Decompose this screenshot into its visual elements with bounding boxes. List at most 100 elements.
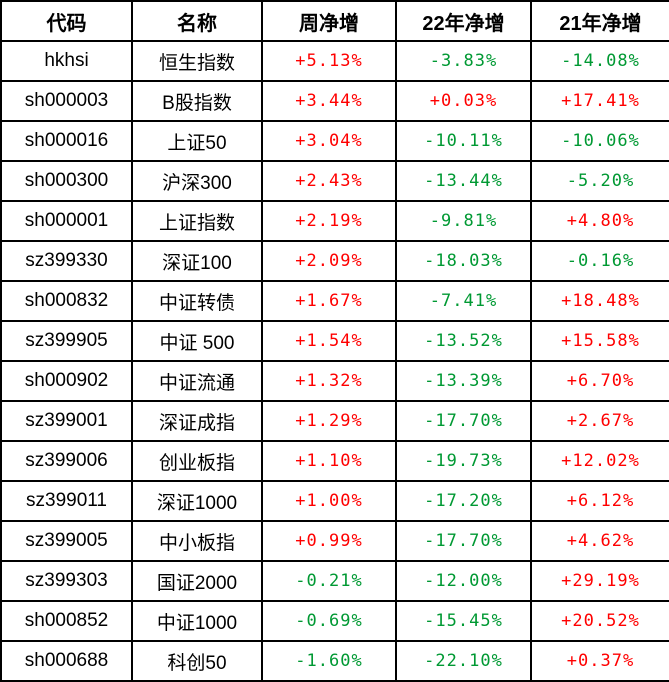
value-cell: +4.80%: [530, 200, 669, 242]
value-cell: +0.99%: [261, 520, 397, 562]
column-header-4: 21年净增: [530, 0, 669, 42]
value-cell: -0.16%: [530, 240, 669, 282]
value-cell: +1.00%: [261, 480, 397, 522]
code-cell: sz399006: [0, 440, 133, 482]
name-cell: 中证1000: [131, 600, 263, 642]
name-cell: 深证100: [131, 240, 263, 282]
table-row: hkhsi 恒生指数 +5.13% -3.83% -14.08%: [0, 40, 669, 82]
code-cell: sz399011: [0, 480, 133, 522]
code-cell: sz399001: [0, 400, 133, 442]
name-cell: 创业板指: [131, 440, 263, 482]
value-cell: -10.11%: [395, 120, 532, 162]
name-cell: 上证50: [131, 120, 263, 162]
value-cell: -1.60%: [261, 640, 397, 682]
value-cell: -17.70%: [395, 520, 532, 562]
name-cell: 恒生指数: [131, 40, 263, 82]
value-cell: -17.20%: [395, 480, 532, 522]
value-cell: +2.67%: [530, 400, 669, 442]
value-cell: +6.12%: [530, 480, 669, 522]
value-cell: -0.21%: [261, 560, 397, 602]
name-cell: 深证1000: [131, 480, 263, 522]
value-cell: -5.20%: [530, 160, 669, 202]
value-cell: -7.41%: [395, 280, 532, 322]
code-cell: hkhsi: [0, 40, 133, 82]
value-cell: +29.19%: [530, 560, 669, 602]
code-cell: sh000001: [0, 200, 133, 242]
code-cell: sz399905: [0, 320, 133, 362]
table-row: sz399303 国证2000 -0.21% -12.00% +29.19%: [0, 560, 669, 602]
name-cell: 中小板指: [131, 520, 263, 562]
value-cell: +5.13%: [261, 40, 397, 82]
value-cell: +0.03%: [395, 80, 532, 122]
value-cell: +6.70%: [530, 360, 669, 402]
value-cell: +17.41%: [530, 80, 669, 122]
table-row: sz399001 深证成指 +1.29% -17.70% +2.67%: [0, 400, 669, 442]
value-cell: -3.83%: [395, 40, 532, 82]
value-cell: +3.04%: [261, 120, 397, 162]
name-cell: 中证转债: [131, 280, 263, 322]
name-cell: 中证 500: [131, 320, 263, 362]
value-cell: -12.00%: [395, 560, 532, 602]
table-row: sh000688 科创50 -1.60% -22.10% +0.37%: [0, 640, 669, 682]
table-row: sz399905 中证 500 +1.54% -13.52% +15.58%: [0, 320, 669, 362]
code-cell: sh000832: [0, 280, 133, 322]
value-cell: +2.43%: [261, 160, 397, 202]
name-cell: 国证2000: [131, 560, 263, 602]
table-row: sh000902 中证流通 +1.32% -13.39% +6.70%: [0, 360, 669, 402]
name-cell: 上证指数: [131, 200, 263, 242]
value-cell: +2.09%: [261, 240, 397, 282]
code-cell: sh000300: [0, 160, 133, 202]
name-cell: 深证成指: [131, 400, 263, 442]
table-row: sz399330 深证100 +2.09% -18.03% -0.16%: [0, 240, 669, 282]
value-cell: +2.19%: [261, 200, 397, 242]
value-cell: +1.10%: [261, 440, 397, 482]
value-cell: -13.44%: [395, 160, 532, 202]
code-cell: sh000016: [0, 120, 133, 162]
table-row: sz399006 创业板指 +1.10% -19.73% +12.02%: [0, 440, 669, 482]
value-cell: -18.03%: [395, 240, 532, 282]
table-row: sh000300 沪深300 +2.43% -13.44% -5.20%: [0, 160, 669, 202]
name-cell: 科创50: [131, 640, 263, 682]
table-row: sh000003 B股指数 +3.44% +0.03% +17.41%: [0, 80, 669, 122]
value-cell: +1.67%: [261, 280, 397, 322]
code-cell: sh000852: [0, 600, 133, 642]
value-cell: -22.10%: [395, 640, 532, 682]
table-row: sh000832 中证转债 +1.67% -7.41% +18.48%: [0, 280, 669, 322]
value-cell: +1.32%: [261, 360, 397, 402]
value-cell: +0.37%: [530, 640, 669, 682]
code-cell: sh000688: [0, 640, 133, 682]
code-cell: sz399303: [0, 560, 133, 602]
value-cell: -19.73%: [395, 440, 532, 482]
table-row: sz399005 中小板指 +0.99% -17.70% +4.62%: [0, 520, 669, 562]
value-cell: -17.70%: [395, 400, 532, 442]
value-cell: +3.44%: [261, 80, 397, 122]
name-cell: B股指数: [131, 80, 263, 122]
column-header-2: 周净增: [261, 0, 397, 42]
value-cell: +20.52%: [530, 600, 669, 642]
value-cell: -0.69%: [261, 600, 397, 642]
code-cell: sz399330: [0, 240, 133, 282]
column-header-0: 代码: [0, 0, 133, 42]
name-cell: 中证流通: [131, 360, 263, 402]
value-cell: +1.29%: [261, 400, 397, 442]
value-cell: +18.48%: [530, 280, 669, 322]
table-row: sz399011 深证1000 +1.00% -17.20% +6.12%: [0, 480, 669, 522]
value-cell: +1.54%: [261, 320, 397, 362]
code-cell: sz399005: [0, 520, 133, 562]
code-cell: sh000003: [0, 80, 133, 122]
value-cell: -10.06%: [530, 120, 669, 162]
value-cell: +4.62%: [530, 520, 669, 562]
column-header-1: 名称: [131, 0, 263, 42]
code-cell: sh000902: [0, 360, 133, 402]
value-cell: +12.02%: [530, 440, 669, 482]
value-cell: -13.52%: [395, 320, 532, 362]
value-cell: -14.08%: [530, 40, 669, 82]
column-header-3: 22年净增: [395, 0, 532, 42]
value-cell: -9.81%: [395, 200, 532, 242]
value-cell: -15.45%: [395, 600, 532, 642]
value-cell: -13.39%: [395, 360, 532, 402]
table-row: sh000016 上证50 +3.04% -10.11% -10.06%: [0, 120, 669, 162]
value-cell: +15.58%: [530, 320, 669, 362]
table-row: sh000001 上证指数 +2.19% -9.81% +4.80%: [0, 200, 669, 242]
